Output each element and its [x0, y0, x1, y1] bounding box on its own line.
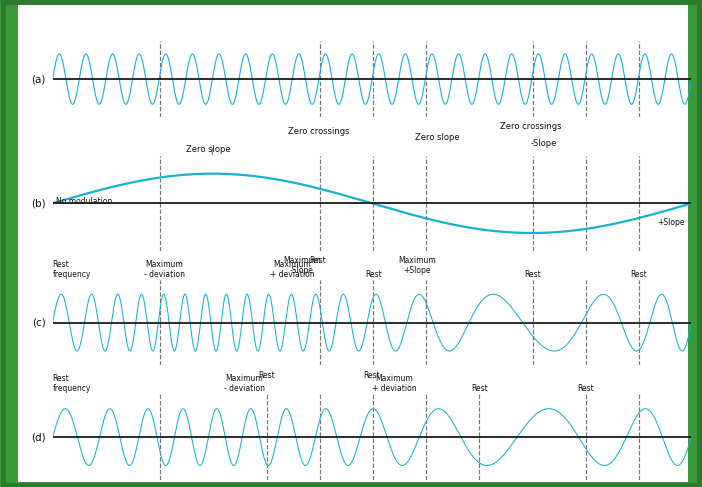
Text: (b): (b)	[31, 198, 46, 208]
Text: Rest: Rest	[578, 384, 595, 393]
Text: Rest: Rest	[365, 270, 382, 279]
Text: (c): (c)	[32, 318, 46, 328]
Text: Rest: Rest	[310, 257, 326, 265]
Text: Rest: Rest	[524, 270, 541, 279]
Text: Zero crossings: Zero crossings	[500, 123, 562, 131]
Text: No modulation: No modulation	[56, 197, 112, 206]
Text: |: |	[211, 149, 213, 155]
Text: Rest: Rest	[364, 371, 380, 380]
Text: Zero slope: Zero slope	[185, 145, 230, 154]
Text: Maximum
- deviation: Maximum - deviation	[144, 260, 185, 279]
Text: -Slope: -Slope	[531, 139, 557, 148]
Text: Rest
frequency: Rest frequency	[53, 260, 91, 279]
Text: Maximum
-Slope: Maximum -Slope	[283, 256, 321, 275]
Text: Rest
frequency: Rest frequency	[53, 375, 91, 393]
Text: Zero crossings: Zero crossings	[288, 128, 349, 136]
Text: (a): (a)	[32, 74, 46, 84]
Text: Maximum
- deviation: Maximum - deviation	[224, 375, 265, 393]
Text: Maximum
+ deviation: Maximum + deviation	[372, 375, 417, 393]
Text: Rest: Rest	[471, 384, 488, 393]
Text: +Slope: +Slope	[658, 218, 685, 227]
Text: (d): (d)	[31, 432, 46, 442]
Text: Rest: Rest	[630, 270, 647, 279]
Text: Rest: Rest	[258, 371, 275, 380]
Text: Maximum
+ deviation: Maximum + deviation	[270, 260, 314, 279]
Text: Maximum
+Slope: Maximum +Slope	[398, 256, 436, 275]
Text: Zero slope: Zero slope	[415, 133, 460, 142]
